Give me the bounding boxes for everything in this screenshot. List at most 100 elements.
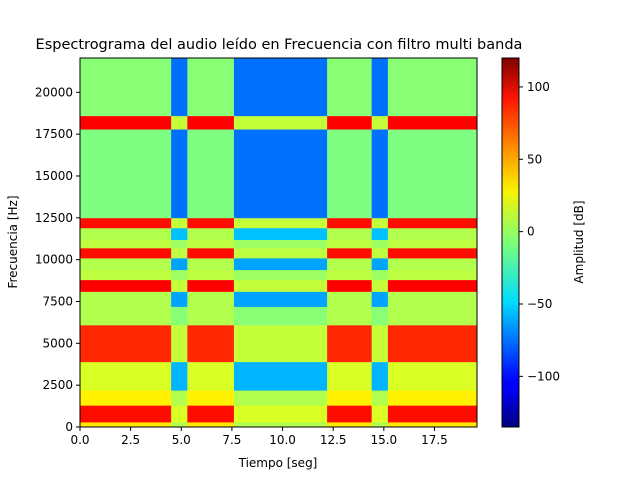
x-tick-label: 10.0 xyxy=(269,433,296,447)
colorbar-label: Amplitud [dB] xyxy=(572,200,586,283)
heatmap-cell xyxy=(233,390,328,406)
heatmap-cell xyxy=(387,217,478,229)
heatmap-cell xyxy=(387,58,478,117)
heatmap-cell xyxy=(171,291,188,307)
heatmap-cell xyxy=(187,405,235,423)
heatmap-cell xyxy=(171,227,188,240)
heatmap-cell xyxy=(233,405,328,423)
heatmap-cell xyxy=(80,291,172,307)
heatmap-cell xyxy=(187,291,235,307)
heatmap-cell xyxy=(371,247,389,259)
heatmap-cell xyxy=(187,324,235,363)
heatmap-cell xyxy=(327,247,373,259)
heatmap-cell xyxy=(387,421,478,428)
heatmap-cell xyxy=(80,227,172,240)
heatmap-cell xyxy=(187,129,235,219)
heatmap-cell xyxy=(171,217,188,229)
heatmap-cell xyxy=(187,227,235,240)
heatmap-cell xyxy=(171,58,188,117)
heatmap-cell xyxy=(171,324,188,363)
colorbar-tick-label: 50 xyxy=(527,152,542,166)
x-tick-label: 0.0 xyxy=(70,433,89,447)
y-tick-label: 12500 xyxy=(35,211,73,225)
heatmap-cell xyxy=(387,115,478,130)
heatmap-cell xyxy=(387,390,478,406)
heatmap-cell xyxy=(171,239,188,249)
heatmap-cell xyxy=(171,361,188,391)
heatmap-cell xyxy=(387,239,478,249)
heatmap-cell xyxy=(327,390,373,406)
heatmap-cell xyxy=(327,129,373,219)
heatmap-cell xyxy=(233,324,328,363)
heatmap-cell xyxy=(387,306,478,326)
y-tick-label: 0 xyxy=(65,420,73,434)
heatmap-cell xyxy=(80,390,172,406)
heatmap-cell xyxy=(233,129,328,219)
heatmap-cell xyxy=(233,247,328,259)
chart-title: Espectrograma del audio leído en Frecuen… xyxy=(36,37,523,53)
heatmap-cell xyxy=(371,227,389,240)
plot-frame xyxy=(79,57,478,428)
heatmap-cell xyxy=(80,421,172,428)
heatmap-cell xyxy=(80,239,172,249)
y-tick-label: 17500 xyxy=(35,127,73,141)
heatmap-cell xyxy=(327,324,373,363)
colorbar-tick-label: 0 xyxy=(527,225,535,239)
heatmap-cell xyxy=(327,257,373,271)
heatmap-cell xyxy=(187,58,235,117)
heatmap-cell xyxy=(171,306,188,326)
y-axis: 0 2500 5000 7500 10000 12500 15000 17500 20000 xyxy=(35,85,80,434)
heatmap-cell xyxy=(387,324,478,363)
heatmap-cell xyxy=(327,227,373,240)
heatmap-cell xyxy=(327,115,373,130)
heatmap-cell xyxy=(187,269,235,281)
heatmap-cell xyxy=(80,217,172,229)
heatmap-cell xyxy=(80,129,172,219)
heatmap-cell xyxy=(80,279,172,292)
heatmap-cell xyxy=(187,257,235,271)
heatmap-cell xyxy=(187,217,235,229)
heatmap-cell xyxy=(371,217,389,229)
colorbar-tick-label: 100 xyxy=(527,80,550,94)
heatmap-cell xyxy=(387,291,478,307)
spectrogram-heatmap xyxy=(80,58,478,428)
heatmap-cell xyxy=(171,269,188,281)
x-tick-label: 17.5 xyxy=(421,433,448,447)
heatmap-cell xyxy=(371,324,389,363)
heatmap-cell xyxy=(233,239,328,249)
x-tick-label: 2.5 xyxy=(121,433,140,447)
heatmap-cell xyxy=(327,279,373,292)
heatmap-cell xyxy=(171,115,188,130)
y-tick-label: 15000 xyxy=(35,169,73,183)
heatmap-cell xyxy=(371,129,389,219)
heatmap-cell xyxy=(80,405,172,423)
heatmap-cell xyxy=(233,306,328,326)
heatmap-cell xyxy=(233,421,328,428)
heatmap-cell xyxy=(171,129,188,219)
y-tick-label: 20000 xyxy=(35,85,73,99)
colorbar-ticks: 100 50 0 −50 −100 xyxy=(519,80,560,383)
heatmap-cell xyxy=(171,421,188,428)
heatmap-cell xyxy=(80,324,172,363)
heatmap-cell xyxy=(233,257,328,271)
heatmap-cell xyxy=(80,361,172,391)
heatmap-cell xyxy=(171,257,188,271)
heatmap-cell xyxy=(327,421,373,428)
heatmap-cell xyxy=(233,115,328,130)
heatmap-cell xyxy=(233,279,328,292)
heatmap-cell xyxy=(171,405,188,423)
heatmap-cell xyxy=(80,247,172,259)
heatmap-cell xyxy=(371,269,389,281)
heatmap-cell xyxy=(187,306,235,326)
heatmap-cell xyxy=(371,421,389,428)
y-tick-label: 5000 xyxy=(42,336,73,350)
heatmap-cell xyxy=(187,239,235,249)
heatmap-cell xyxy=(371,115,389,130)
y-axis-label: Frecuencia [Hz] xyxy=(6,195,20,288)
x-axis: 0.0 2.5 5.0 7.5 10.0 12.5 15.0 17.5 xyxy=(70,427,448,447)
heatmap-cell xyxy=(187,247,235,259)
colorbar-tick-label: −50 xyxy=(527,297,552,311)
heatmap-cell xyxy=(371,58,389,117)
